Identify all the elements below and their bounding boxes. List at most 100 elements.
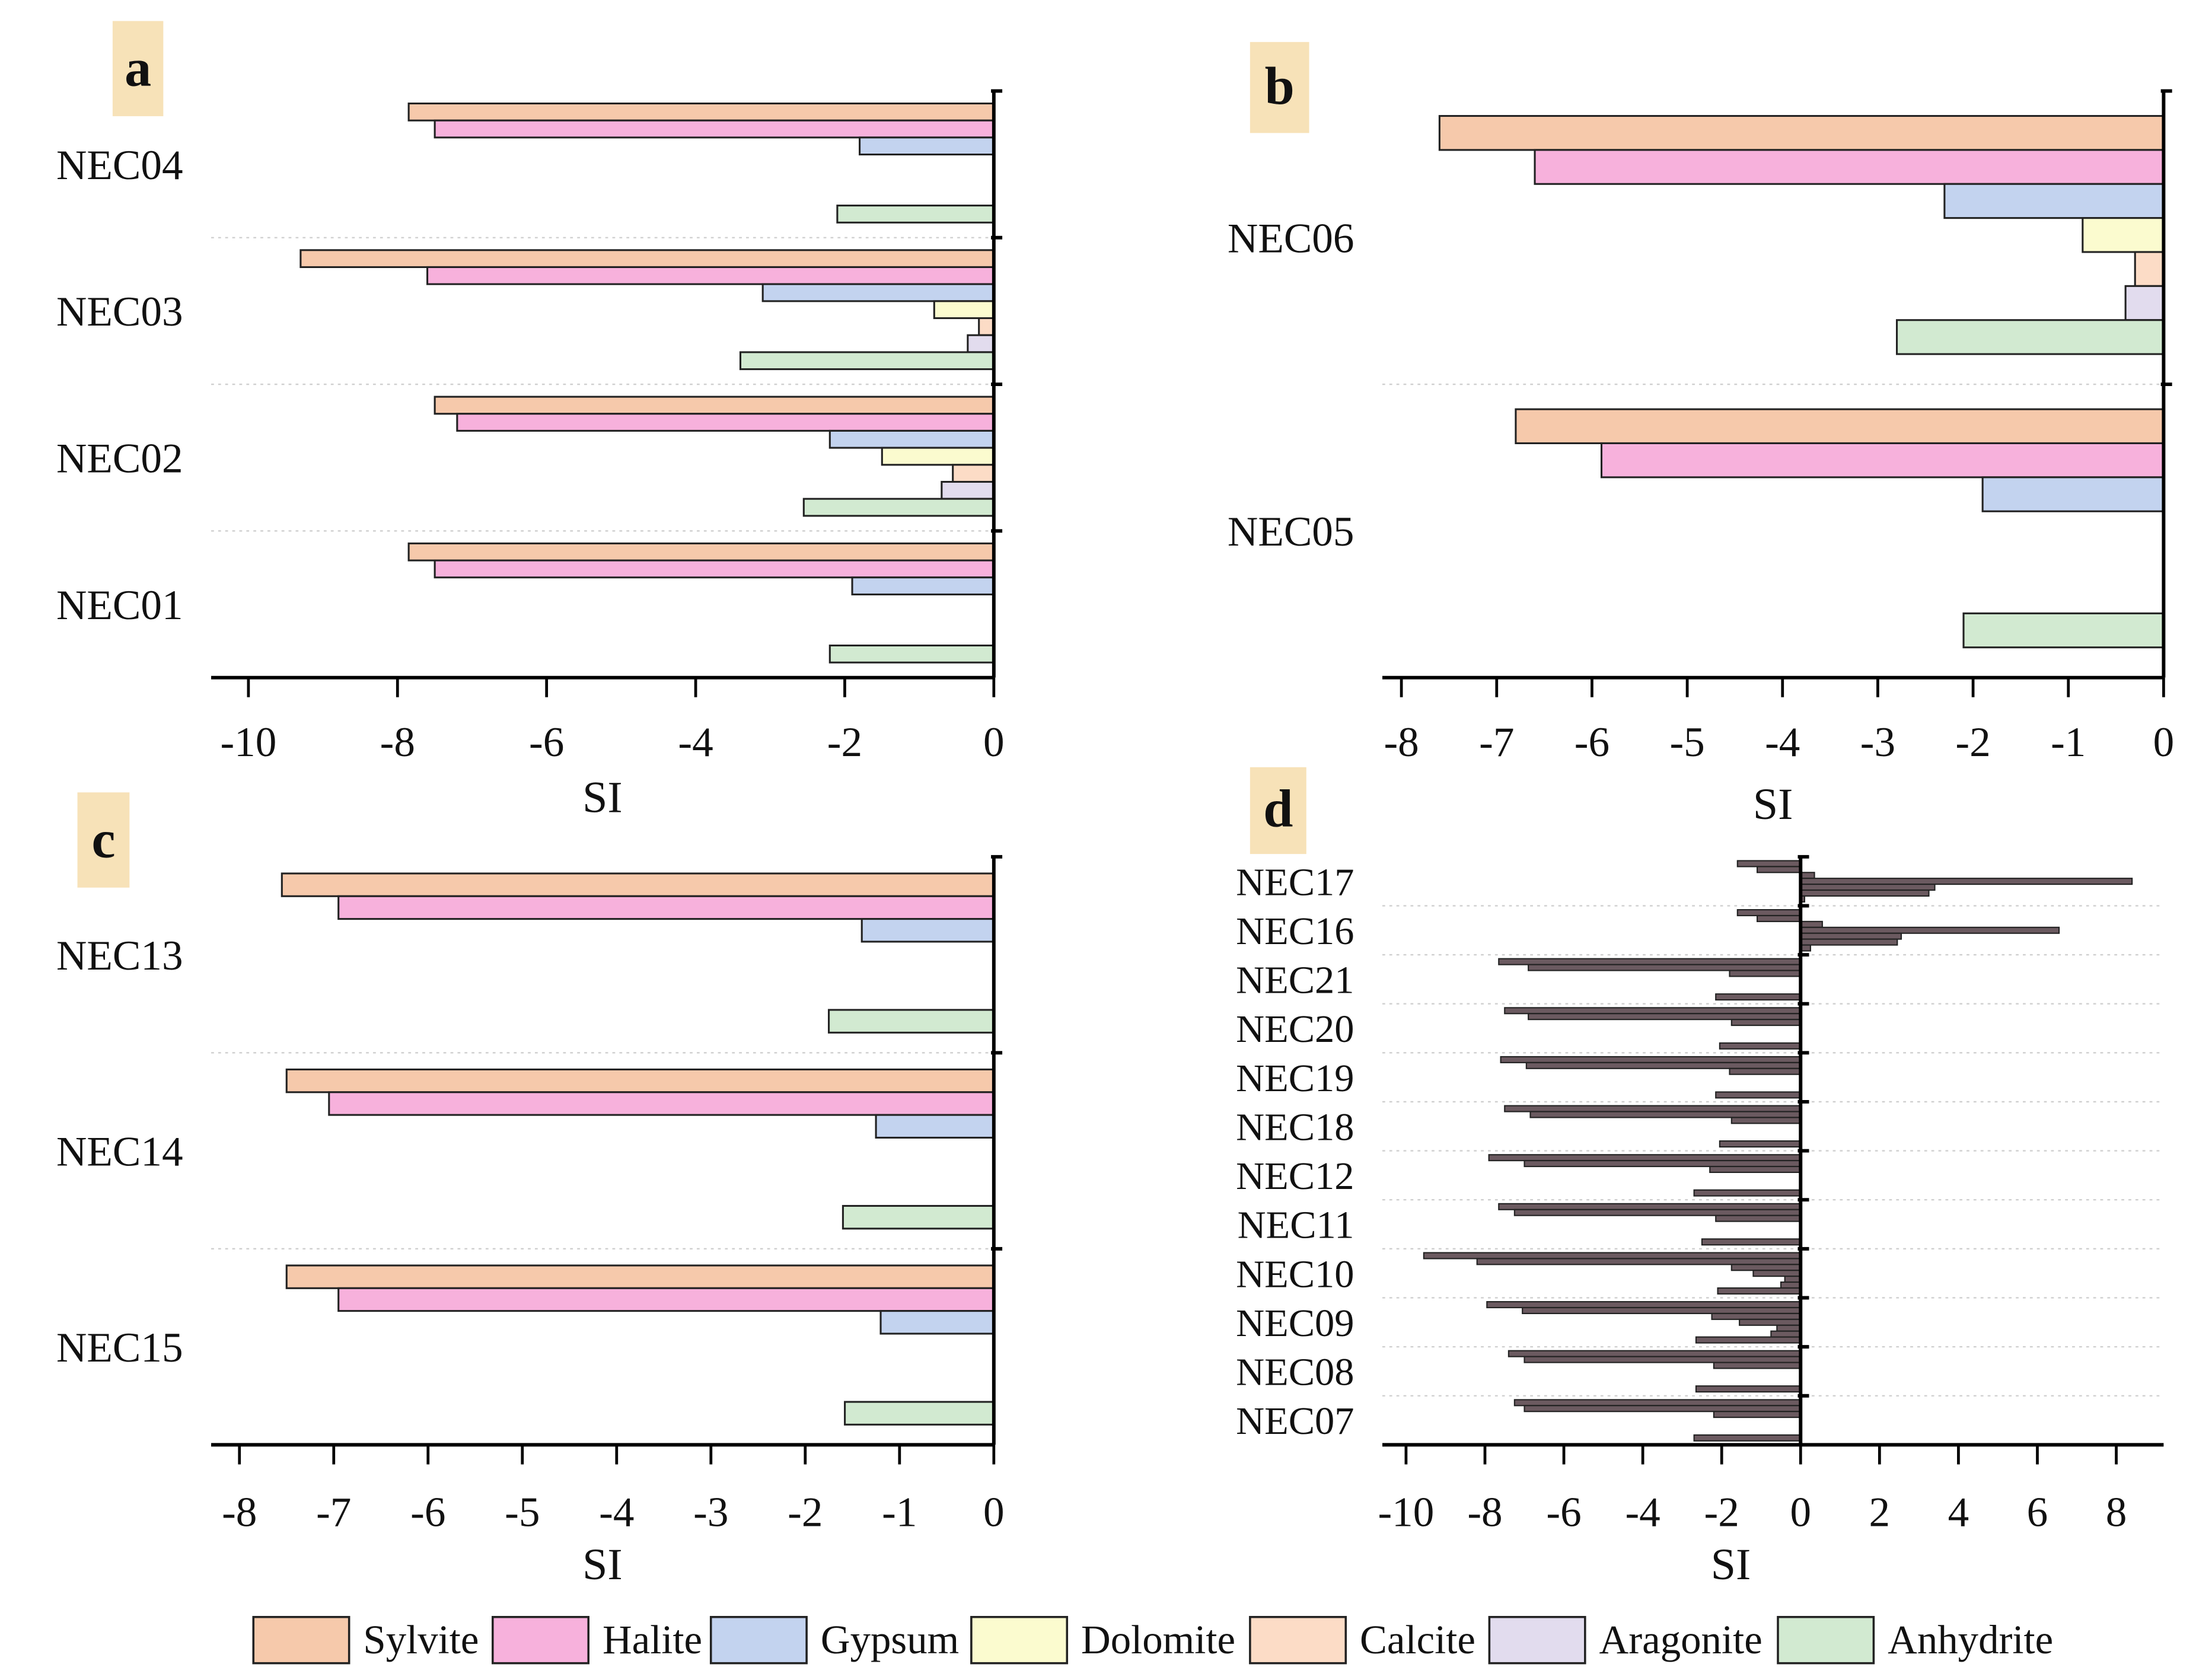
bar-halite-nec13 bbox=[337, 895, 995, 920]
x-tick-label: -1 bbox=[2051, 719, 2086, 766]
x-tick-label: 4 bbox=[1948, 1489, 1969, 1535]
category-label: NEC20 bbox=[1236, 1008, 1354, 1051]
bar-gypsum-nec17 bbox=[1800, 872, 1815, 879]
x-tick-label: -4 bbox=[1625, 1489, 1660, 1535]
bar-halite-nec01 bbox=[434, 559, 995, 579]
x-tick-label: -5 bbox=[505, 1489, 540, 1535]
bar-gypsum-nec09 bbox=[1711, 1312, 1802, 1320]
bar-calcite-nec02 bbox=[952, 464, 995, 483]
bar-anhydrite-nec06 bbox=[1896, 319, 2165, 355]
category-label: NEC08 bbox=[1236, 1351, 1354, 1394]
bar-anhydrite-nec07 bbox=[1693, 1434, 1802, 1442]
bar-anhydrite-nec09 bbox=[1695, 1336, 1802, 1344]
bar-sylvite-nec12 bbox=[1488, 1154, 1802, 1162]
legend-swatch bbox=[252, 1615, 350, 1665]
category-label: NEC12 bbox=[1236, 1155, 1354, 1198]
bar-halite-nec17 bbox=[1757, 866, 1802, 874]
category-label: NEC07 bbox=[1236, 1400, 1354, 1443]
bar-gypsum-nec08 bbox=[1713, 1362, 1802, 1369]
legend-label: Anhydrite bbox=[1888, 1617, 2053, 1662]
bar-dolomite-nec16 bbox=[1800, 926, 2060, 934]
category-label: NEC10 bbox=[1236, 1252, 1354, 1296]
bar-halite-nec03 bbox=[426, 266, 995, 285]
x-tick-label: -6 bbox=[529, 719, 564, 766]
legend-label: Aragonite bbox=[1599, 1617, 1762, 1662]
bar-halite-nec07 bbox=[1524, 1405, 1802, 1413]
bar-dolomite-nec17 bbox=[1800, 878, 2133, 885]
x-tick-label: -2 bbox=[1704, 1489, 1739, 1535]
legend-item-calcite: Calcite bbox=[1249, 1615, 1475, 1665]
x-tick-label: -3 bbox=[1860, 719, 1895, 766]
bar-dolomite-nec09 bbox=[1739, 1318, 1802, 1326]
x-tick-label: -6 bbox=[1575, 719, 1609, 766]
bar-sylvite-nec14 bbox=[285, 1068, 995, 1094]
x-tick-label: -3 bbox=[693, 1489, 728, 1535]
bar-anhydrite-nec15 bbox=[844, 1401, 995, 1426]
x-tick-label: 6 bbox=[2027, 1489, 2048, 1535]
x-tick-label: -2 bbox=[827, 719, 862, 766]
bar-aragonite-nec10 bbox=[1780, 1281, 1802, 1289]
bar-sylvite-nec20 bbox=[1504, 1007, 1802, 1015]
legend-swatch bbox=[970, 1615, 1069, 1665]
x-tick-label: 8 bbox=[2106, 1489, 2127, 1535]
legend-item-aragonite: Aragonite bbox=[1488, 1615, 1762, 1665]
bar-sylvite-nec16 bbox=[1736, 909, 1802, 917]
panel-label: a bbox=[125, 39, 151, 98]
category-label: NEC04 bbox=[56, 142, 183, 189]
category-label: NEC21 bbox=[1236, 959, 1354, 1002]
panel-b: -8 -7 -6 -5 -4 -3 -2 -1 0 SI NEC06 NEC05 b bbox=[1228, 42, 2174, 829]
bar-sylvite-nec05 bbox=[1515, 408, 2165, 444]
x-tick-label: -4 bbox=[1765, 719, 1800, 766]
bar-anhydrite-nec11 bbox=[1701, 1238, 1802, 1246]
bar-sylvite-nec10 bbox=[1423, 1252, 1802, 1260]
bar-halite-nec12 bbox=[1524, 1160, 1802, 1168]
bar-anhydrite-nec08 bbox=[1695, 1385, 1802, 1393]
bar-gypsum-nec10 bbox=[1730, 1264, 1802, 1271]
bar-halite-nec11 bbox=[1513, 1209, 1802, 1216]
legend-item-halite: Halite bbox=[492, 1615, 702, 1665]
x-tick-label: 0 bbox=[1790, 1489, 1811, 1535]
bar-aragonite-nec09 bbox=[1770, 1330, 1802, 1338]
panel-label-bg bbox=[1250, 767, 1306, 855]
bar-gypsum-nec07 bbox=[1713, 1411, 1802, 1418]
category-label: NEC11 bbox=[1238, 1204, 1354, 1247]
category-label: NEC16 bbox=[1236, 910, 1354, 953]
bar-anhydrite-nec20 bbox=[1719, 1042, 1802, 1050]
x-tick-label: -1 bbox=[882, 1489, 917, 1535]
bar-sylvite-nec06 bbox=[1438, 114, 2165, 151]
bar-sylvite-nec03 bbox=[299, 249, 995, 268]
bar-calcite-nec03 bbox=[978, 317, 995, 336]
category-label: NEC09 bbox=[1236, 1302, 1354, 1345]
legend-label: Gypsum bbox=[821, 1617, 959, 1662]
category-label: NEC19 bbox=[1236, 1057, 1354, 1100]
panel-c: -8 -7 -6 -5 -4 -3 -2 -1 0 SI NEC13 NEC14 NEC15 c bbox=[56, 792, 1005, 1589]
legend-swatch bbox=[709, 1615, 808, 1665]
x-tick-label: -8 bbox=[222, 1489, 257, 1535]
legend-item-sylvite: Sylvite bbox=[252, 1615, 479, 1665]
legend-label: Halite bbox=[603, 1617, 702, 1662]
legend-label: Dolomite bbox=[1081, 1617, 1235, 1662]
bar-calcite-nec10 bbox=[1784, 1276, 1802, 1283]
category-label: NEC01 bbox=[56, 582, 183, 629]
bar-sylvite-nec09 bbox=[1486, 1301, 1802, 1309]
x-tick-label: 0 bbox=[2153, 719, 2175, 766]
panel-d: -10 -8 -6 -4 -2 0 2 4 6 8 SI NEC17 NEC16 NEC21 NEC20 NE… bbox=[1236, 767, 2164, 1589]
bar-anhydrite-nec14 bbox=[842, 1204, 995, 1230]
bar-aragonite-nec17 bbox=[1800, 889, 1930, 897]
bar-halite-nec14 bbox=[328, 1091, 995, 1116]
bar-gypsum-nec16 bbox=[1800, 920, 1823, 928]
x-axis-label: SI bbox=[582, 772, 623, 822]
bar-calcite-nec17 bbox=[1800, 884, 1936, 891]
bar-gypsum-nec13 bbox=[860, 918, 995, 943]
x-tick-label: -7 bbox=[316, 1489, 351, 1535]
category-label: NEC13 bbox=[56, 933, 183, 979]
bar-anhydrite-nec18 bbox=[1719, 1140, 1802, 1148]
bar-aragonite-nec06 bbox=[2124, 285, 2165, 321]
bar-calcite-nec16 bbox=[1800, 932, 1902, 940]
bar-halite-nec02 bbox=[456, 413, 995, 432]
bar-gypsum-nec04 bbox=[859, 136, 995, 156]
x-tick-label: -4 bbox=[599, 1489, 634, 1535]
panel-label: b bbox=[1265, 57, 1295, 116]
